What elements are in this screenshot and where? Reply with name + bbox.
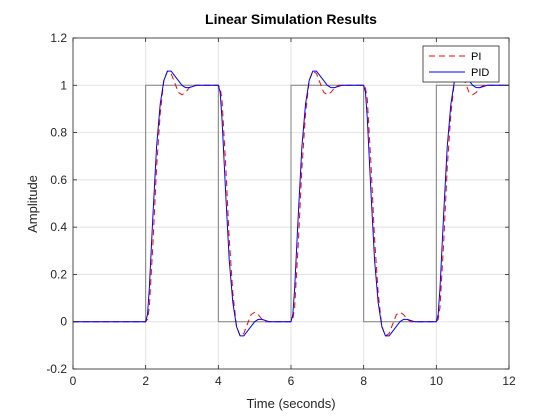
pid-response-line <box>73 70 509 337</box>
axis-ticks: 0 2 4 6 8 10 12-0.200.20.40.60.811.2 <box>46 31 516 388</box>
legend-box <box>422 45 500 83</box>
x-tick-label: 4 <box>215 374 222 388</box>
x-tick-label: 0 <box>70 374 77 388</box>
y-tick-label: 0.2 <box>50 267 67 281</box>
chart-title: Linear Simulation Results <box>205 11 377 27</box>
y-tick-label: 0.6 <box>50 173 67 187</box>
x-axis-label: Time (seconds) <box>246 396 335 411</box>
x-tick-label: 10 <box>430 374 444 388</box>
y-tick-label: 0.4 <box>50 220 67 234</box>
y-axis-label: Amplitude <box>25 175 40 233</box>
y-tick-label: 1 <box>60 78 67 92</box>
y-tick-label: -0.2 <box>46 362 67 376</box>
x-tick-label: 8 <box>360 374 367 388</box>
y-tick-label: 1.2 <box>50 31 67 45</box>
x-tick-label: 2 <box>142 374 149 388</box>
y-tick-label: 0 <box>60 315 67 329</box>
legend-label-pid: PID <box>471 67 489 79</box>
x-tick-label: 6 <box>288 374 295 388</box>
legend-label-pi: PI <box>471 51 481 63</box>
x-tick-label: 12 <box>502 374 516 388</box>
input-signal-line <box>73 84 509 323</box>
legend: PI PID <box>422 45 500 83</box>
series-group <box>73 70 509 337</box>
y-tick-label: 0.8 <box>50 126 67 140</box>
